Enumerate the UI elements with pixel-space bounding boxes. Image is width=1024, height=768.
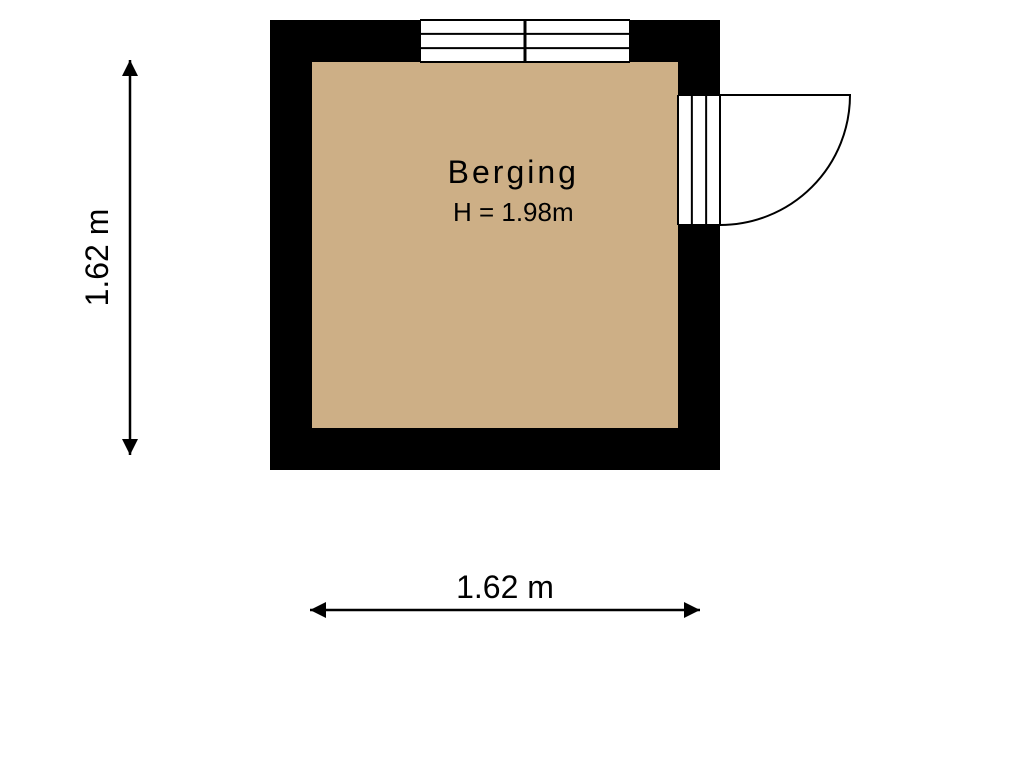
room-height-label: H = 1.98m (453, 197, 574, 227)
wall-bottom (270, 428, 720, 470)
window (420, 20, 630, 62)
wall-right-bottom (678, 225, 720, 470)
dim-v-label: 1.62 m (79, 209, 115, 307)
wall-right-top (678, 20, 720, 95)
dim-h-label: 1.62 m (456, 569, 554, 605)
room-name: Berging (448, 154, 579, 190)
wall-left (270, 20, 312, 470)
room-floor (312, 62, 678, 428)
